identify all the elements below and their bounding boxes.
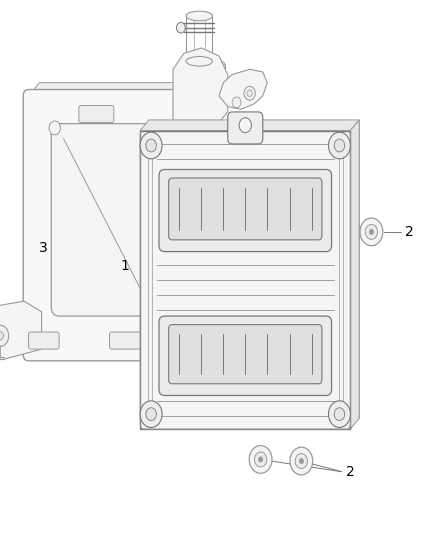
Circle shape	[232, 97, 241, 108]
FancyBboxPatch shape	[159, 169, 332, 252]
Polygon shape	[149, 120, 359, 418]
Circle shape	[244, 86, 255, 100]
Circle shape	[334, 408, 345, 421]
FancyBboxPatch shape	[28, 332, 59, 349]
Polygon shape	[28, 83, 193, 96]
Circle shape	[140, 401, 162, 427]
Text: 2: 2	[405, 225, 414, 239]
Circle shape	[160, 306, 169, 317]
Circle shape	[299, 458, 304, 464]
FancyBboxPatch shape	[79, 106, 114, 123]
Polygon shape	[350, 120, 359, 429]
FancyBboxPatch shape	[110, 332, 145, 349]
FancyBboxPatch shape	[51, 124, 159, 316]
Circle shape	[140, 132, 162, 159]
Polygon shape	[219, 69, 267, 109]
Ellipse shape	[186, 56, 212, 66]
Circle shape	[0, 325, 9, 346]
Ellipse shape	[186, 11, 212, 21]
Text: 2: 2	[346, 465, 355, 479]
Ellipse shape	[209, 61, 225, 67]
Circle shape	[290, 447, 313, 475]
FancyBboxPatch shape	[23, 90, 187, 361]
Circle shape	[360, 218, 383, 246]
Circle shape	[166, 220, 175, 230]
Polygon shape	[140, 120, 359, 131]
FancyBboxPatch shape	[228, 112, 263, 144]
Circle shape	[177, 22, 185, 33]
Ellipse shape	[209, 82, 225, 88]
Circle shape	[328, 132, 350, 159]
Polygon shape	[0, 301, 42, 360]
Circle shape	[258, 457, 263, 462]
Circle shape	[334, 139, 345, 152]
Text: 1: 1	[120, 260, 129, 273]
Text: 3: 3	[39, 241, 48, 255]
Circle shape	[239, 118, 251, 133]
Circle shape	[369, 229, 374, 235]
Circle shape	[365, 224, 378, 239]
Circle shape	[146, 408, 156, 421]
Circle shape	[49, 121, 60, 135]
Polygon shape	[140, 131, 350, 429]
FancyBboxPatch shape	[169, 325, 322, 384]
Circle shape	[247, 90, 252, 96]
FancyBboxPatch shape	[159, 316, 332, 395]
Circle shape	[328, 401, 350, 427]
Circle shape	[0, 332, 4, 340]
Circle shape	[249, 446, 272, 473]
FancyBboxPatch shape	[169, 178, 322, 240]
Polygon shape	[182, 83, 193, 354]
Polygon shape	[173, 48, 228, 131]
Circle shape	[254, 452, 267, 467]
Circle shape	[295, 454, 307, 469]
Circle shape	[146, 139, 156, 152]
